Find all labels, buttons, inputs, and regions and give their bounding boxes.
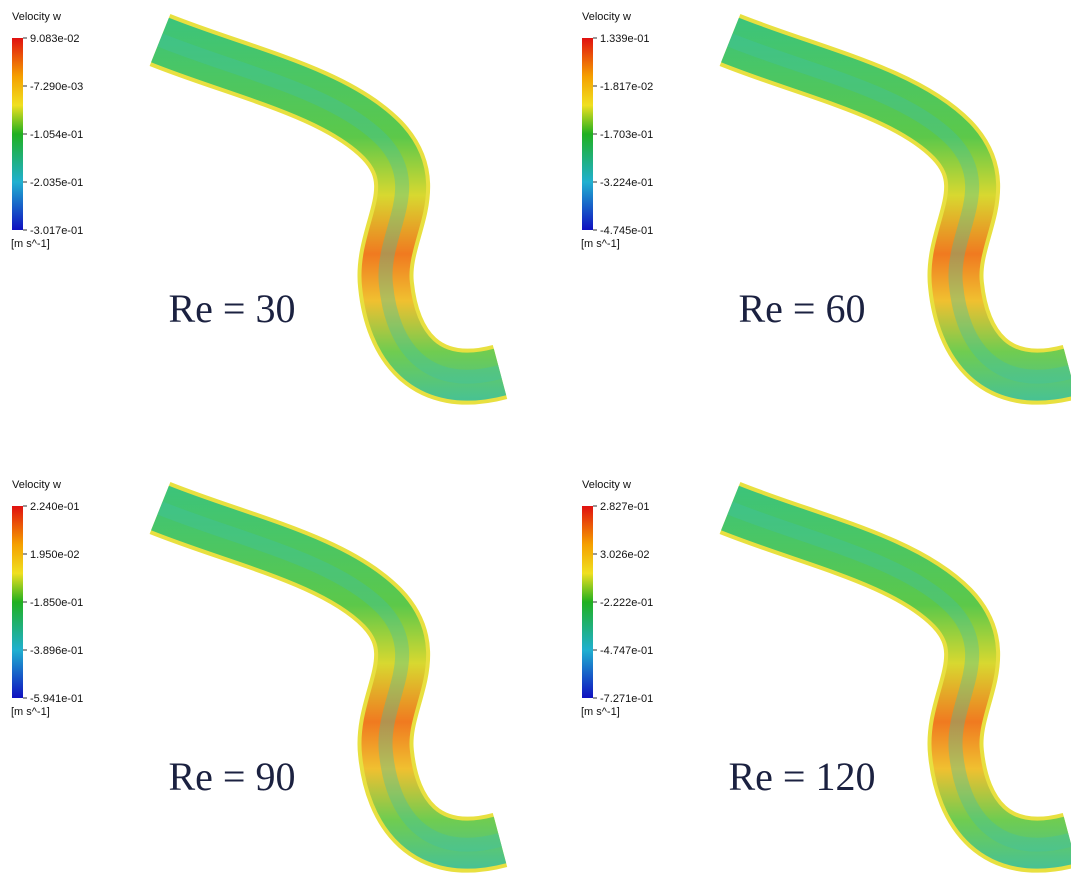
tick-label: 9.083e-02 xyxy=(30,33,80,45)
tick-label: 2.827e-01 xyxy=(600,501,650,513)
unit-label: [m s^-1] xyxy=(581,706,620,718)
panel: Velocity w 2.827e-01 3.026e-02 -2.222e-01 -4… xyxy=(581,479,1070,845)
tick-label: -5.941e-01 xyxy=(30,693,83,705)
unit-label: [m s^-1] xyxy=(11,706,50,718)
tick-label: -3.224e-01 xyxy=(600,177,653,189)
color-bar xyxy=(582,38,593,230)
tick-label: -7.271e-01 xyxy=(600,693,653,705)
tick-label: 1.339e-01 xyxy=(600,33,650,45)
tick-label: -1.703e-01 xyxy=(600,129,653,141)
tick-label: -2.222e-01 xyxy=(600,597,653,609)
figure: Velocity w 9.083e-02 -7.290e-03 -1.054e-01 -… xyxy=(0,0,1071,873)
panel: Velocity w 2.240e-01 1.950e-02 -1.850e-01 -3… xyxy=(11,479,500,845)
tick-label: -7.290e-03 xyxy=(30,81,83,93)
tick-label: 1.950e-02 xyxy=(30,549,80,561)
tick-label: -1.817e-02 xyxy=(600,81,653,93)
tick-label: -2.035e-01 xyxy=(30,177,83,189)
tick-label: -3.896e-01 xyxy=(30,645,83,657)
legend-title: Velocity w xyxy=(12,11,61,23)
unit-label: [m s^-1] xyxy=(11,238,50,250)
body: {"panels": [ {"legend_title": "Velocity … xyxy=(0,0,1071,873)
tick-label: 3.026e-02 xyxy=(600,549,650,561)
tick-label: -1.054e-01 xyxy=(30,129,83,141)
unit-label: [m s^-1] xyxy=(581,238,620,250)
legend-title: Velocity w xyxy=(582,11,631,23)
re-label: Re = 30 xyxy=(169,286,296,331)
color-bar xyxy=(582,506,593,698)
tick-label: -3.017e-01 xyxy=(30,225,83,237)
color-bar xyxy=(12,506,23,698)
tick-label: -1.850e-01 xyxy=(30,597,83,609)
tick-label: 2.240e-01 xyxy=(30,501,80,513)
legend-title: Velocity w xyxy=(12,479,61,491)
re-label: Re = 120 xyxy=(729,754,876,799)
legend-title: Velocity w xyxy=(582,479,631,491)
color-bar xyxy=(12,38,23,230)
re-label: Re = 60 xyxy=(739,286,866,331)
tick-label: -4.745e-01 xyxy=(600,225,653,237)
tick-label: -4.747e-01 xyxy=(600,645,653,657)
panel: Velocity w 9.083e-02 -7.290e-03 -1.054e-01 -… xyxy=(11,11,500,377)
re-label: Re = 90 xyxy=(169,754,296,799)
panel: Velocity w 1.339e-01 -1.817e-02 -1.703e-01 -… xyxy=(581,11,1070,377)
page: html, body { margin: 0; padding: 0; back… xyxy=(0,0,1071,873)
